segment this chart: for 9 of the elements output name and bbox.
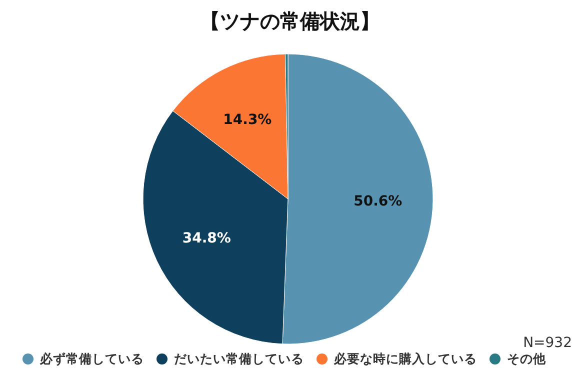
chart-title: 【ツナの常備状況】 — [200, 9, 380, 33]
data-label: 34.8% — [182, 230, 231, 246]
legend-label: 必要な時に購入している — [333, 351, 477, 366]
data-label: 50.6% — [354, 194, 402, 210]
text: N=932 — [523, 335, 572, 351]
legend-label: 必ず常備している — [39, 351, 144, 366]
legend-label: だいたい常備している — [174, 351, 304, 366]
legend-label: その他 — [507, 351, 547, 366]
data-label: 14.3% — [223, 112, 272, 128]
